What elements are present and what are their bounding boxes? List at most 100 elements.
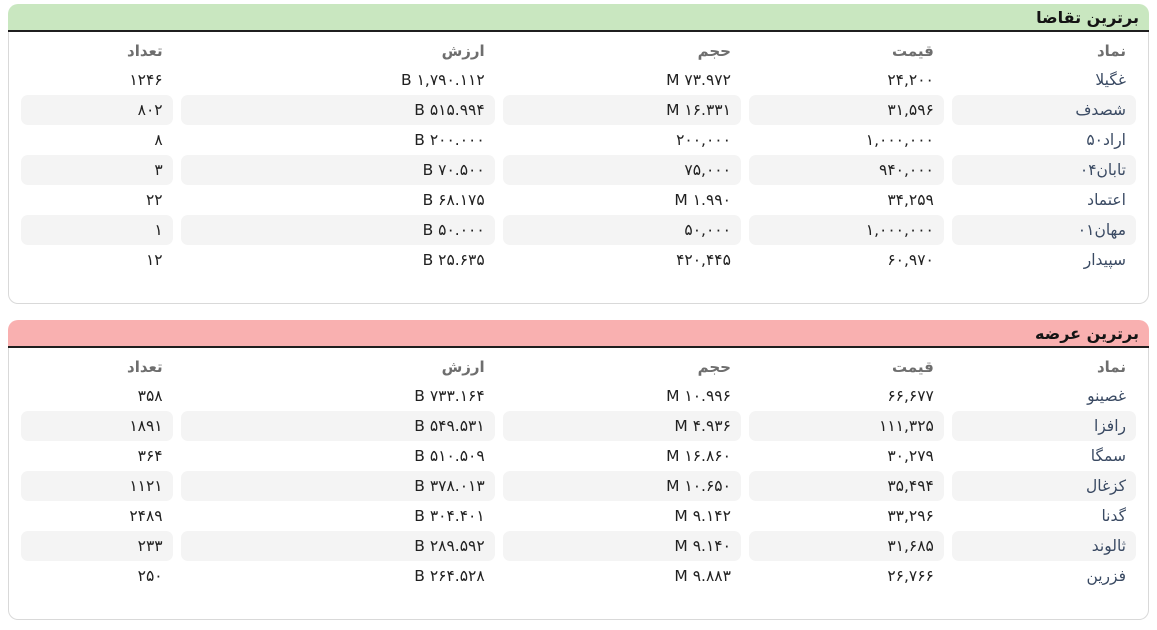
count-cell: ۲۵۰ [137,567,163,585]
table-row: فزرین ۲۶,۷۶۶ ۹.۸۸۳ M ۲۶۴.۵۲۸ B ۲۵۰ [21,561,1136,591]
count-cell: ۳۵۸ [137,387,163,405]
count-cell: ۱۲ [145,251,163,269]
table-row: اراد۵۰ ۱,۰۰۰,۰۰۰ ۲۰۰,۰۰۰ ۲۰۰.۰۰۰ B ۸ [21,125,1136,155]
volume-cell: ۱.۹۹۰ M [674,191,731,209]
price-cell: ۳۵,۴۹۴ [748,471,944,501]
table-row: شصدف ۳۱,۵۹۶ ۱۶.۳۳۱ M ۵۱۵.۹۹۴ B ۸۰۲ [21,95,1136,125]
count-cell: ۸۰۲ [21,95,173,125]
symbol-cell[interactable]: اعتماد [1087,191,1126,209]
column-header-price: قیمت [892,42,934,60]
symbol-cell[interactable]: ثالوند [951,531,1136,561]
value-cell: ۷۰.۵۰۰ B [180,155,495,185]
symbol-cell[interactable]: گدنا [1101,507,1126,525]
volume-cell: ۱۶.۸۶۰ M [666,447,731,465]
volume-cell: ۹.۱۴۲ M [674,507,731,525]
count-cell: ۲۲ [145,191,163,209]
table-row: رافزا ۱۱۱,۳۲۵ ۴.۹۳۶ M ۵۴۹.۵۳۱ B ۱۸۹۱ [21,411,1136,441]
value-cell: ۵۰.۰۰۰ B [180,215,495,245]
top-demand-panel: برترین تقاضا نماد قیمت حجم ارزش تعداد غگ… [8,4,1149,304]
symbol-cell[interactable]: غصینو [1087,387,1126,405]
symbol-cell[interactable]: فزرین [1086,567,1126,585]
column-header-symbol: نماد [1096,42,1126,60]
symbol-cell[interactable]: تابان۰۴ [951,155,1136,185]
value-cell: ۵۱۰.۵۰۹ B [414,447,485,465]
value-cell: ۲۵.۶۳۵ B [422,251,485,269]
volume-cell: ۵۰,۰۰۰ [502,215,741,245]
volume-cell: ۱۰.۹۹۶ M [666,387,731,405]
count-cell: ۸ [154,131,163,149]
top-supply-title: برترین عرضه [1035,324,1139,343]
value-cell: ۷۳۳.۱۶۴ B [414,387,485,405]
count-cell: ۳ [21,155,173,185]
top-supply-panel: برترین عرضه نماد قیمت حجم ارزش تعداد غصی… [8,320,1149,620]
table-row: غگیلا ۲۴,۲۰۰ ۷۳.۹۷۲ M ۱,۷۹۰.۱۱۲ B ۱۲۴۶ [21,65,1136,95]
price-cell: ۳۳,۲۹۶ [887,507,934,525]
volume-cell: ۹.۱۴۰ M [502,531,741,561]
count-cell: ۱ [21,215,173,245]
volume-cell: ۴.۹۳۶ M [502,411,741,441]
price-cell: ۳۱,۵۹۶ [748,95,944,125]
volume-cell: ۹.۸۸۳ M [674,567,731,585]
value-cell: ۶۸.۱۷۵ B [422,191,485,209]
count-cell: ۲۴۸۹ [129,507,163,525]
value-cell: ۵۱۵.۹۹۴ B [180,95,495,125]
volume-cell: ۷۳.۹۷۲ M [666,71,731,89]
price-cell: ۳۱,۶۸۵ [748,531,944,561]
price-cell: ۳۴,۲۵۹ [887,191,934,209]
table-row: گدنا ۳۳,۲۹۶ ۹.۱۴۲ M ۳۰۴.۴۰۱ B ۲۴۸۹ [21,501,1136,531]
symbol-cell[interactable]: غگیلا [1095,71,1126,89]
top-demand-title: برترین تقاضا [1036,8,1139,27]
column-header-row: نماد قیمت حجم ارزش تعداد [21,34,1136,65]
column-header-value: ارزش [441,42,485,60]
top-demand-table: نماد قیمت حجم ارزش تعداد غگیلا ۲۴,۲۰۰ ۷۳.۹… [13,34,1144,275]
value-cell: ۵۴۹.۵۳۱ B [180,411,495,441]
table-row: اعتماد ۳۴,۲۵۹ ۱.۹۹۰ M ۶۸.۱۷۵ B ۲۲ [21,185,1136,215]
count-cell: ۱۸۹۱ [21,411,173,441]
symbol-cell[interactable]: سپیدار [1083,251,1126,269]
column-header-symbol: نماد [1096,358,1126,376]
value-cell: ۲۶۴.۵۲۸ B [414,567,485,585]
top-demand-panel-body: نماد قیمت حجم ارزش تعداد غگیلا ۲۴,۲۰۰ ۷۳.۹… [8,32,1149,304]
price-cell: ۹۴۰,۰۰۰ [748,155,944,185]
column-header-price: قیمت [892,358,934,376]
top-supply-panel-body: نماد قیمت حجم ارزش تعداد غصینو ۶۶,۶۷۷ ۱۰.۹… [8,348,1149,620]
symbol-cell[interactable]: کزغال [951,471,1136,501]
price-cell: ۱۱۱,۳۲۵ [748,411,944,441]
price-cell: ۳۰,۲۷۹ [887,447,934,465]
top-supply-table: نماد قیمت حجم ارزش تعداد غصینو ۶۶,۶۷۷ ۱۰.۹… [13,350,1144,591]
count-cell: ۲۳۳ [21,531,173,561]
count-cell: ۱۱۲۱ [21,471,173,501]
column-header-count: تعداد [127,358,163,376]
value-cell: ۲۸۹.۵۹۲ B [180,531,495,561]
table-row: ثالوند ۳۱,۶۸۵ ۹.۱۴۰ M ۲۸۹.۵۹۲ B ۲۳۳ [21,531,1136,561]
volume-cell: ۴۲۰,۴۴۵ [676,251,731,269]
value-cell: ۲۰۰.۰۰۰ B [414,131,485,149]
table-row: سپیدار ۶۰,۹۷۰ ۴۲۰,۴۴۵ ۲۵.۶۳۵ B ۱۲ [21,245,1136,275]
column-header-row: نماد قیمت حجم ارزش تعداد [21,350,1136,381]
price-cell: ۲۴,۲۰۰ [887,71,934,89]
price-cell: ۱,۰۰۰,۰۰۰ [865,131,934,149]
volume-cell: ۱۶.۳۳۱ M [502,95,741,125]
symbol-cell[interactable]: سمگا [1090,447,1126,465]
top-demand-panel-header: برترین تقاضا [8,4,1149,32]
symbol-cell[interactable]: مهان۰۱ [951,215,1136,245]
value-cell: ۱,۷۹۰.۱۱۲ B [400,71,485,89]
symbol-cell[interactable]: رافزا [951,411,1136,441]
volume-cell: ۱۰.۶۵۰ M [502,471,741,501]
price-cell: ۱,۰۰۰,۰۰۰ [748,215,944,245]
price-cell: ۲۶,۷۶۶ [887,567,934,585]
table-row: غصینو ۶۶,۶۷۷ ۱۰.۹۹۶ M ۷۳۳.۱۶۴ B ۳۵۸ [21,381,1136,411]
symbol-cell[interactable]: اراد۵۰ [1086,131,1126,149]
value-cell: ۳۰۴.۴۰۱ B [414,507,485,525]
column-header-value: ارزش [441,358,485,376]
table-row: سمگا ۳۰,۲۷۹ ۱۶.۸۶۰ M ۵۱۰.۵۰۹ B ۳۶۴ [21,441,1136,471]
price-cell: ۶۰,۹۷۰ [887,251,934,269]
count-cell: ۱۲۴۶ [129,71,163,89]
count-cell: ۳۶۴ [137,447,163,465]
column-header-volume: حجم [697,42,731,60]
symbol-cell[interactable]: شصدف [951,95,1136,125]
volume-cell: ۲۰۰,۰۰۰ [676,131,731,149]
value-cell: ۳۷۸.۰۱۳ B [180,471,495,501]
